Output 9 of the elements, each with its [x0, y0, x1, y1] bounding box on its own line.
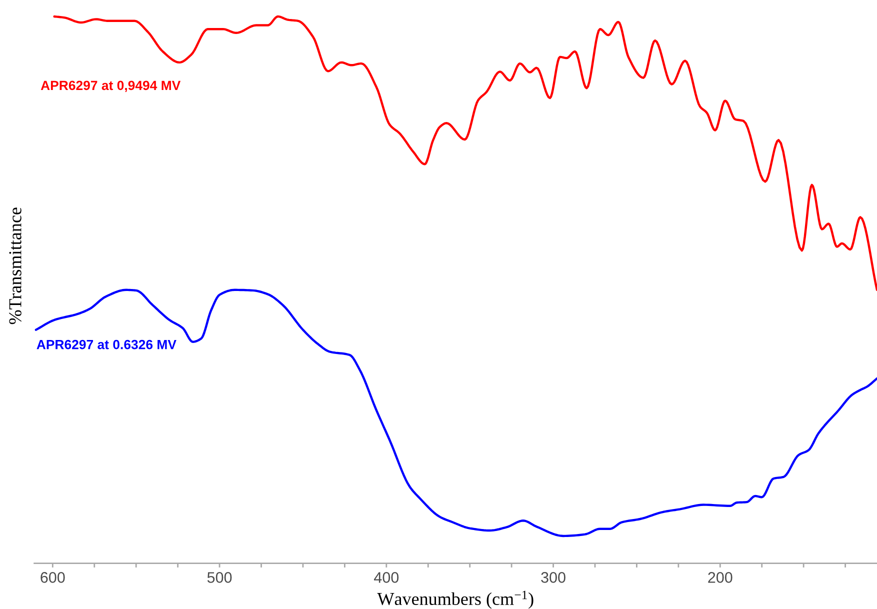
x-tick-label: 400 [374, 572, 399, 583]
series-label: APR6297 at 0.6326 MV [36, 340, 176, 350]
series-label: APR6297 at 0,9494 MV [40, 80, 181, 92]
x-tick-label: 300 [541, 572, 566, 583]
y-axis-title: %Transmittance [9, 208, 22, 324]
x-axis-title: Wavenumbers (cm$^{−1}$) [377, 590, 534, 609]
x-tick-label: 600 [40, 572, 65, 583]
x-tick-label: 200 [708, 572, 732, 583]
x-tick-label: 500 [207, 572, 232, 583]
